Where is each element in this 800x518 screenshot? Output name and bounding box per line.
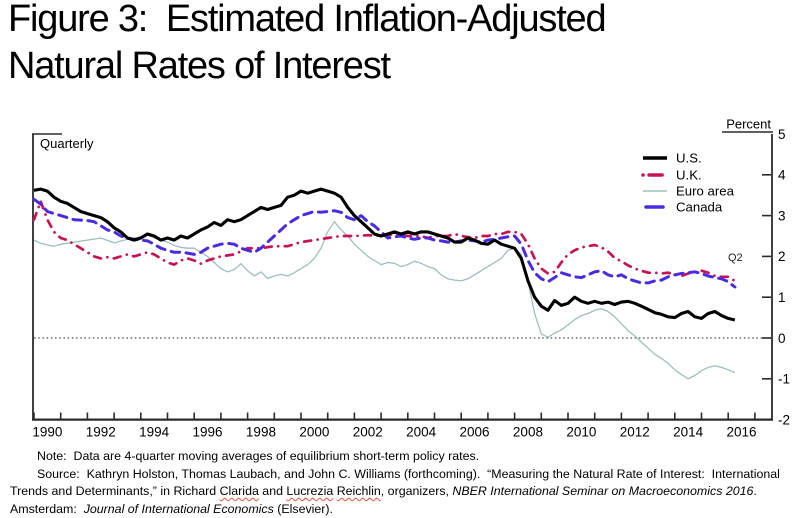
- y-tick-label: 1: [778, 290, 786, 305]
- y-tick-label: 5: [778, 127, 786, 142]
- x-tick-label: 2004: [406, 425, 437, 440]
- y-tick-label: -2: [778, 412, 790, 427]
- x-tick-label: 1994: [139, 425, 170, 440]
- legend-label-u-s: U.S.: [676, 151, 702, 166]
- x-tick-label: 1990: [32, 425, 62, 440]
- note-text: Note: Data are 4-quarter moving averages…: [37, 449, 480, 463]
- series-line-u-k: [32, 199, 737, 283]
- x-tick-label: 2008: [513, 425, 543, 440]
- y-tick-label: 2: [778, 249, 786, 264]
- x-tick-label: 1992: [86, 425, 116, 440]
- figure-title: Figure 3: Estimated Inflation-Adjusted N…: [8, 0, 607, 87]
- x-tick-label: 2006: [460, 425, 490, 440]
- x-tick-label: 2012: [620, 425, 650, 440]
- percent-label: Percent: [726, 117, 771, 132]
- y-tick-label: 3: [778, 208, 786, 223]
- y-tick-label: 4: [778, 168, 786, 183]
- figure-notes: Note: Data are 4-quarter moving averages…: [10, 448, 792, 518]
- legend-label-euro-area: Euro area: [676, 184, 735, 199]
- y-tick-label: -1: [778, 372, 790, 387]
- x-tick-label: 2016: [727, 425, 757, 440]
- last-observation-label: Q2: [728, 252, 743, 264]
- x-tick-label: 1998: [246, 425, 276, 440]
- x-tick-label: 1996: [193, 425, 223, 440]
- x-tick-label: 2002: [353, 425, 383, 440]
- natural-rates-chart: 1990 1992 1994 1996 1998 2000 2002 2004 2006 2008…: [32, 117, 790, 440]
- x-tick-label: 2014: [673, 425, 704, 440]
- x-tick-label: 2000: [299, 425, 329, 440]
- legend-label-canada: Canada: [676, 200, 723, 215]
- series-line-canada: [32, 197, 737, 289]
- x-tick-label: 2010: [566, 425, 596, 440]
- source-text: Source: Kathryn Holston, Thomas Laubach,…: [10, 466, 784, 516]
- quarterly-label: Quarterly: [40, 136, 94, 151]
- legend-label-u-k: U.K.: [676, 168, 702, 183]
- series-line-u-s: [33, 187, 736, 322]
- series-line-euro-area: [33, 221, 736, 380]
- y-tick-label: 0: [778, 331, 786, 346]
